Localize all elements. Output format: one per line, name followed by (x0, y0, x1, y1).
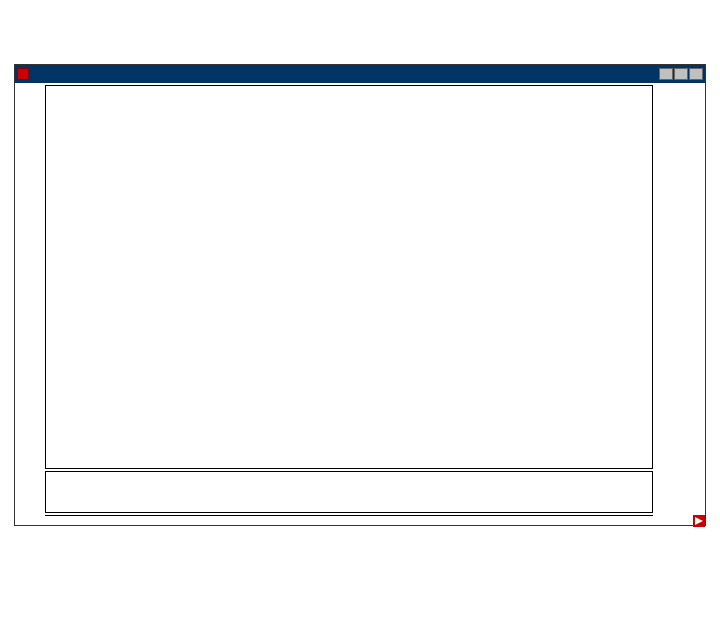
app-icon (17, 68, 29, 80)
x-axis (45, 515, 653, 527)
indicator-panel[interactable] (45, 471, 653, 513)
window-titlebar[interactable] (15, 65, 705, 83)
price-panel[interactable] (45, 85, 653, 469)
minimize-button[interactable] (659, 68, 673, 80)
maximize-button[interactable] (674, 68, 688, 80)
price-yaxis (653, 85, 705, 469)
chart-body (15, 83, 705, 525)
scroll-right-arrow[interactable] (693, 515, 705, 527)
close-button[interactable] (689, 68, 703, 80)
page-title (0, 0, 720, 26)
indicator-svg (46, 472, 346, 622)
left-gutter (15, 85, 45, 469)
window-controls (659, 68, 703, 80)
indicator-yaxis (653, 471, 705, 513)
chart-window (14, 64, 706, 526)
price-svg (46, 86, 346, 236)
